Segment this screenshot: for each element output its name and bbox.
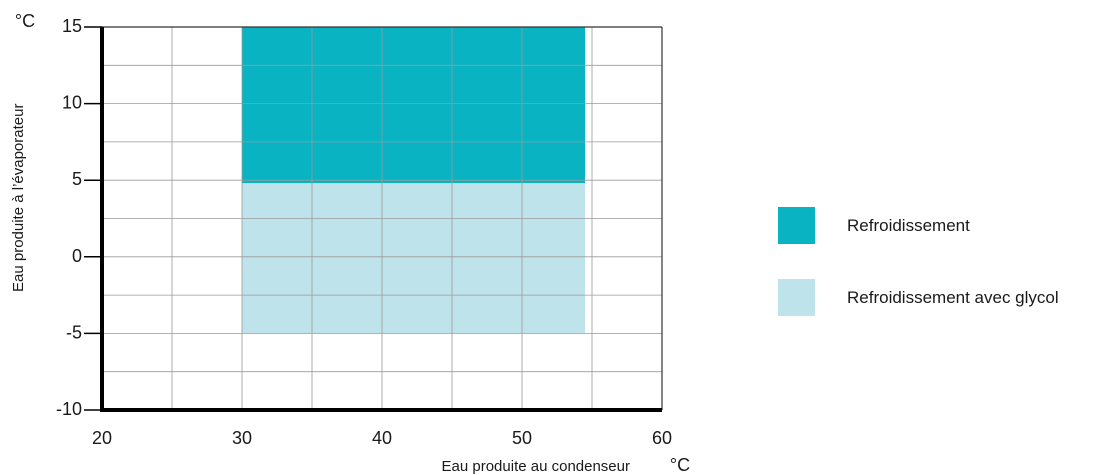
x-axis-title: Eau produite au condenseur [442,458,630,475]
legend: Refroidissement Refroidissement avec gly… [778,207,1059,351]
x-tick-label: 50 [512,428,532,448]
y-tick-label: 5 [72,169,82,189]
legend-swatch-refroidissement [778,207,815,244]
x-tick-label: 40 [372,428,392,448]
x-axis-unit: °C [670,455,690,475]
y-axis-title: Eau produite à l’évaporateur [10,104,27,292]
region-0 [242,27,585,184]
legend-label-refroidissement-glycol: Refroidissement avec glycol [847,287,1059,307]
x-tick-label: 30 [232,428,252,448]
legend-item-refroidissement: Refroidissement [778,207,1059,244]
region-1 [242,183,585,334]
y-tick-label: -5 [66,322,82,342]
grid-layer [102,27,662,410]
y-tick-label: 15 [62,16,82,36]
legend-label-refroidissement: Refroidissement [847,215,970,235]
x-tick-label: 60 [652,428,672,448]
y-tick-label: -10 [56,399,82,419]
legend-item-refroidissement-glycol: Refroidissement avec glycol [778,279,1059,316]
y-tick-label: 0 [72,246,82,266]
legend-swatch-refroidissement-glycol [778,279,815,316]
axes-layer [84,26,663,412]
y-axis-unit: °C [15,11,35,31]
y-tick-label: 10 [62,93,82,113]
regions-layer [242,27,585,334]
x-tick-label: 20 [92,428,112,448]
